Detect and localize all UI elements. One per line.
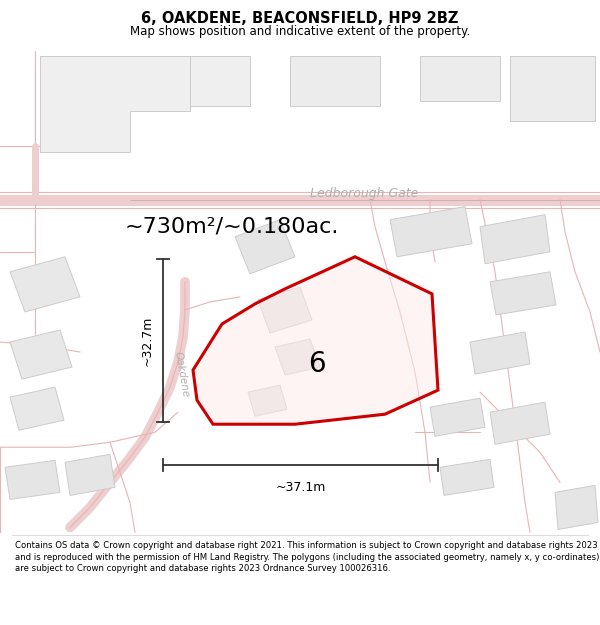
Text: ~32.7m: ~32.7m <box>140 316 154 366</box>
Polygon shape <box>235 219 295 274</box>
Polygon shape <box>510 56 595 121</box>
Polygon shape <box>290 56 380 106</box>
Text: Map shows position and indicative extent of the property.: Map shows position and indicative extent… <box>130 26 470 39</box>
Polygon shape <box>190 56 250 106</box>
Polygon shape <box>5 461 60 499</box>
Polygon shape <box>420 56 500 101</box>
Polygon shape <box>555 486 598 529</box>
Polygon shape <box>40 56 190 151</box>
Polygon shape <box>430 398 485 436</box>
Polygon shape <box>193 257 438 424</box>
Polygon shape <box>275 339 320 375</box>
Polygon shape <box>490 272 556 315</box>
Text: 6: 6 <box>308 350 326 378</box>
Polygon shape <box>258 287 312 333</box>
Polygon shape <box>10 330 72 379</box>
Polygon shape <box>248 385 287 416</box>
Text: ~730m²/~0.180ac.: ~730m²/~0.180ac. <box>125 217 340 237</box>
Polygon shape <box>440 459 494 496</box>
Text: ~37.1m: ~37.1m <box>275 481 326 494</box>
Text: Ledborough Gate: Ledborough Gate <box>310 187 418 200</box>
Polygon shape <box>480 214 550 264</box>
Text: Contains OS data © Crown copyright and database right 2021. This information is : Contains OS data © Crown copyright and d… <box>15 541 599 573</box>
Text: Oakdene: Oakdene <box>173 351 191 398</box>
Polygon shape <box>10 257 80 312</box>
Polygon shape <box>470 332 530 374</box>
Polygon shape <box>65 454 115 496</box>
Polygon shape <box>390 207 472 257</box>
Text: 6, OAKDENE, BEACONSFIELD, HP9 2BZ: 6, OAKDENE, BEACONSFIELD, HP9 2BZ <box>142 11 458 26</box>
Polygon shape <box>10 387 64 430</box>
Polygon shape <box>490 402 550 444</box>
